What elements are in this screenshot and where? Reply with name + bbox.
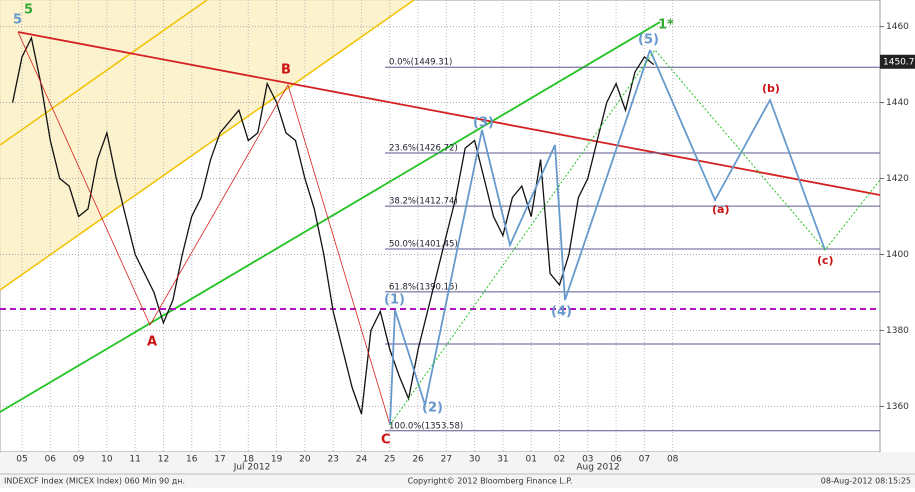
wave-label: (1) (384, 293, 405, 308)
x-tick-label: 25 (384, 455, 395, 465)
y-tick-label: 1420 (886, 174, 909, 184)
x-tick-label: 17 (214, 455, 225, 465)
projection-line (649, 49, 826, 251)
projection-line (389, 49, 881, 426)
x-tick-label: 23 (327, 455, 338, 465)
x-tick-label: 02 (554, 455, 565, 465)
fib-label: 61.8%(1390.15) (389, 282, 458, 292)
footer-center: Copyright© 2012 Bloomberg Finance L.P. (408, 477, 573, 486)
fib-label: 23.6%(1426.72) (389, 143, 458, 153)
annotations: 5 5 A B C (1) (2) (3) (4) (5) 1* (a) (b)… (13, 3, 834, 448)
y-tick-label: 1400 (886, 250, 909, 260)
x-tick-label: 07 (639, 455, 650, 465)
x-tick-label: 16 (186, 455, 198, 465)
series (11, 36, 655, 415)
wave-label: 1* (658, 18, 674, 33)
fib-label: 0.0%(1449.31) (389, 58, 452, 68)
wave-label: (c) (817, 254, 834, 267)
x-tick-label: 06 (610, 455, 622, 465)
wave-line (389, 49, 651, 426)
x-tick-label: 01 (525, 455, 536, 465)
wave-label: B (281, 63, 291, 78)
wave-label: C (381, 433, 391, 448)
fibonacci: 0.0%(1449.31) 23.6%(1426.72) 38.2%(1412.74… (385, 58, 880, 432)
x-tick-label: 06 (45, 455, 57, 465)
y-tick-label: 1360 (886, 402, 909, 412)
x-tick-label: 18 (243, 455, 255, 465)
last-price-box (880, 54, 915, 69)
x-tick-label: 26 (412, 455, 424, 465)
wave-label: (b) (762, 82, 780, 95)
footer-left: INDEXCF Index (MICEX Index) 060 Min 90 д… (4, 477, 185, 486)
month-label: Jul 2012 (233, 463, 271, 473)
wave-label: 5 (24, 3, 33, 18)
channel-line (0, 0, 208, 146)
wave-label: (a) (712, 203, 729, 216)
wave-label: (5) (638, 33, 659, 48)
x-tick-label: 30 (469, 455, 481, 465)
fib-label: 100.0%(1353.58) (389, 421, 463, 431)
x-tick-label: 31 (497, 455, 508, 465)
y-tick-label: 1460 (886, 22, 909, 32)
x-tick-label: 19 (271, 455, 283, 465)
last-price: 1450.74 (883, 57, 915, 67)
fib-label: 38.2%(1412.74) (389, 197, 458, 207)
x-tick-label: 24 (356, 455, 368, 465)
y-tick-label: 1440 (886, 98, 909, 108)
wave-label: (4) (551, 305, 572, 320)
fib-label: 50.0%(1401.45) (389, 239, 458, 249)
x-tick-label: 09 (73, 455, 85, 465)
trend-line (0, 21, 661, 413)
wave-label: 5 (13, 13, 22, 28)
channel-line (0, 0, 415, 291)
month-label: Aug 2012 (576, 463, 619, 473)
x-tick-label: 11 (129, 455, 140, 465)
x-tick-label: 10 (101, 455, 113, 465)
x-tick-label: 27 (441, 455, 452, 465)
x-tick-label: 05 (16, 455, 27, 465)
y-tick-label: 1380 (886, 326, 909, 336)
wave-label: A (147, 335, 157, 350)
wave-line (17, 31, 391, 426)
x-tick-label: 12 (158, 455, 169, 465)
x-tick-label: 03 (582, 455, 593, 465)
price-line (11, 36, 655, 415)
wave-label: (3) (473, 116, 494, 131)
trend-line (17, 31, 881, 196)
axis-band (0, 452, 915, 488)
wave-label: (2) (422, 401, 443, 416)
footer-right: 08-Aug-2012 08:15:25 (821, 477, 911, 486)
x-tick-label: 20 (299, 455, 311, 465)
x-tick-label: 08 (667, 455, 679, 465)
